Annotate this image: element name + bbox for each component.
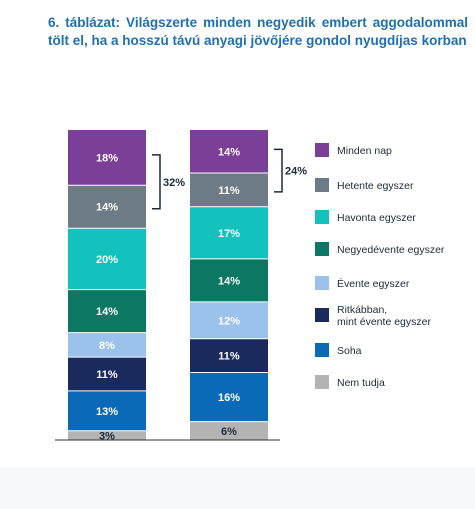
bar-segment — [190, 258, 268, 302]
legend-item: Negyedévente egyszer — [337, 244, 445, 256]
bar-segment — [68, 430, 146, 440]
bar-segment — [68, 357, 146, 391]
data-label: 13% — [96, 406, 118, 418]
legend-item: Minden nap — [337, 145, 392, 157]
bar-segment — [190, 172, 268, 207]
bar-segment — [190, 372, 268, 422]
legend-item: Évente egyszer — [337, 277, 410, 290]
data-label: 3% — [99, 430, 115, 442]
bar-segment — [68, 185, 146, 229]
legend-swatch — [315, 143, 329, 157]
bar-segment — [190, 130, 268, 173]
bar-segment — [190, 206, 268, 259]
data-label: 11% — [96, 369, 118, 381]
legend-item: Hetente egyszer — [337, 180, 414, 192]
bar-segment — [68, 332, 146, 358]
bracket — [274, 148, 283, 193]
footer-band — [0, 467, 475, 509]
stacked-bar-chart: 18% 14% 20% 14% 8% 11% 13% 3% 32% 14% 11% 17% 14% 12%… — [55, 130, 445, 442]
data-label: 14% — [218, 146, 240, 158]
data-label: 20% — [96, 254, 118, 266]
legend-swatch — [315, 210, 329, 224]
data-label: 17% — [218, 228, 240, 240]
legend-item: Ritkábban, mint évente egyszer — [337, 304, 431, 328]
data-label: 14% — [218, 275, 240, 287]
data-label: 6% — [221, 426, 237, 438]
legend-swatch — [315, 375, 329, 389]
bracket-label: 32% — [163, 177, 185, 189]
legend-swatch — [315, 308, 329, 322]
chart-title: 6. táblázat: Világszerte minden negyedik… — [48, 15, 468, 48]
bar-segment — [190, 338, 268, 373]
legend-swatch — [315, 242, 329, 256]
data-label: 11% — [218, 185, 240, 197]
bar-segment — [190, 301, 268, 339]
bracket — [152, 154, 161, 210]
data-label: 8% — [99, 340, 115, 352]
data-label: 11% — [218, 351, 240, 363]
legend-swatch — [315, 178, 329, 192]
data-label: 12% — [218, 315, 240, 327]
bar-segment — [68, 130, 146, 186]
legend-item: Soha — [337, 345, 362, 357]
legend-swatch — [315, 276, 329, 290]
data-label: 14% — [96, 202, 118, 214]
data-label: 16% — [218, 392, 240, 404]
legend-item: Havonta egyszer — [337, 212, 416, 224]
bar-segment — [190, 421, 268, 440]
legend-swatch — [315, 343, 329, 357]
bracket-label: 24% — [285, 166, 307, 178]
bar-segment — [68, 390, 146, 431]
data-label: 18% — [96, 153, 118, 165]
legend-item: Nem tudja — [337, 377, 385, 389]
data-label: 14% — [96, 306, 118, 318]
bar-segment — [68, 289, 146, 333]
bar-segment — [68, 228, 146, 290]
